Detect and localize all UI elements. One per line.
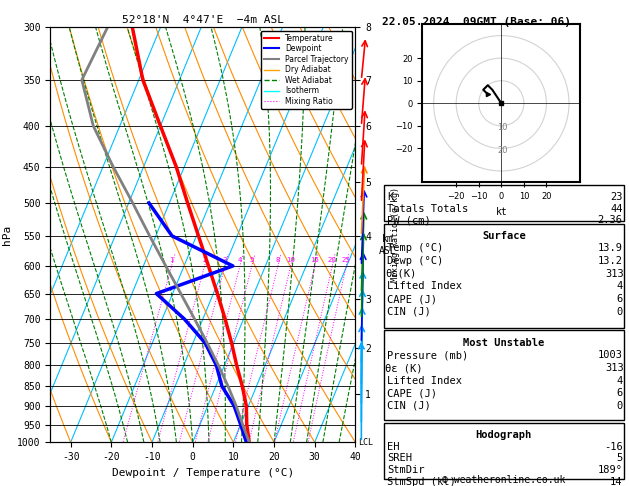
Text: PW (cm): PW (cm) — [387, 215, 431, 226]
Text: StmSpd (kt): StmSpd (kt) — [387, 477, 455, 486]
Text: Mixing Ratio (g/kg): Mixing Ratio (g/kg) — [391, 187, 399, 282]
Text: EH: EH — [387, 442, 399, 452]
Text: 313: 313 — [605, 269, 624, 279]
Text: © weatheronline.co.uk: © weatheronline.co.uk — [442, 475, 565, 485]
X-axis label: Dewpoint / Temperature (°C): Dewpoint / Temperature (°C) — [112, 468, 294, 478]
Text: CIN (J): CIN (J) — [387, 401, 431, 411]
Text: SREH: SREH — [387, 453, 412, 464]
Text: 2: 2 — [203, 257, 207, 262]
Text: Hodograph: Hodograph — [476, 430, 532, 440]
Text: 25: 25 — [342, 257, 350, 262]
Text: 4: 4 — [616, 281, 623, 292]
Text: CAPE (J): CAPE (J) — [387, 294, 437, 304]
Text: Surface: Surface — [482, 231, 526, 241]
Text: Totals Totals: Totals Totals — [387, 204, 468, 214]
Title: 52°18'N  4°47'E  −4m ASL: 52°18'N 4°47'E −4m ASL — [122, 15, 284, 25]
Text: 13.2: 13.2 — [598, 256, 623, 266]
Text: CAPE (J): CAPE (J) — [387, 388, 437, 399]
X-axis label: kt: kt — [496, 207, 507, 217]
Text: K: K — [387, 192, 393, 202]
Text: StmDir: StmDir — [387, 465, 425, 475]
Text: Dewp (°C): Dewp (°C) — [387, 256, 443, 266]
Text: LCL: LCL — [359, 438, 374, 447]
Text: 313: 313 — [605, 363, 624, 373]
Text: 6: 6 — [616, 388, 623, 399]
Text: 0: 0 — [616, 307, 623, 317]
Text: 1: 1 — [169, 257, 174, 262]
Text: θε(K): θε(K) — [385, 269, 416, 279]
Legend: Temperature, Dewpoint, Parcel Trajectory, Dry Adiabat, Wet Adiabat, Isotherm, Mi: Temperature, Dewpoint, Parcel Trajectory… — [260, 31, 352, 109]
Text: 5: 5 — [616, 453, 623, 464]
Text: 8: 8 — [276, 257, 280, 262]
Y-axis label: hPa: hPa — [1, 225, 11, 244]
Text: 44: 44 — [610, 204, 623, 214]
Text: 2.36: 2.36 — [598, 215, 623, 226]
Text: θε (K): θε (K) — [385, 363, 423, 373]
Text: 10: 10 — [497, 123, 508, 132]
Text: 1003: 1003 — [598, 350, 623, 361]
Text: 13.9: 13.9 — [598, 243, 623, 254]
Text: 3: 3 — [223, 257, 227, 262]
Text: Pressure (mb): Pressure (mb) — [387, 350, 468, 361]
Text: Temp (°C): Temp (°C) — [387, 243, 443, 254]
Text: 4: 4 — [238, 257, 242, 262]
Text: 5: 5 — [250, 257, 254, 262]
Y-axis label: km
ASL: km ASL — [379, 235, 396, 256]
Text: 15: 15 — [310, 257, 319, 262]
Text: -16: -16 — [604, 442, 623, 452]
Text: CIN (J): CIN (J) — [387, 307, 431, 317]
Text: 23: 23 — [610, 192, 623, 202]
Text: 22.05.2024  09GMT (Base: 06): 22.05.2024 09GMT (Base: 06) — [382, 17, 571, 27]
Text: 6: 6 — [616, 294, 623, 304]
Text: Lifted Index: Lifted Index — [387, 281, 462, 292]
Text: 20: 20 — [497, 146, 508, 155]
Text: 189°: 189° — [598, 465, 623, 475]
Text: Lifted Index: Lifted Index — [387, 376, 462, 386]
Text: 20: 20 — [328, 257, 337, 262]
Text: 14: 14 — [610, 477, 623, 486]
Text: 10: 10 — [286, 257, 295, 262]
Text: 0: 0 — [616, 401, 623, 411]
Text: 4: 4 — [616, 376, 623, 386]
Text: Most Unstable: Most Unstable — [463, 338, 545, 348]
